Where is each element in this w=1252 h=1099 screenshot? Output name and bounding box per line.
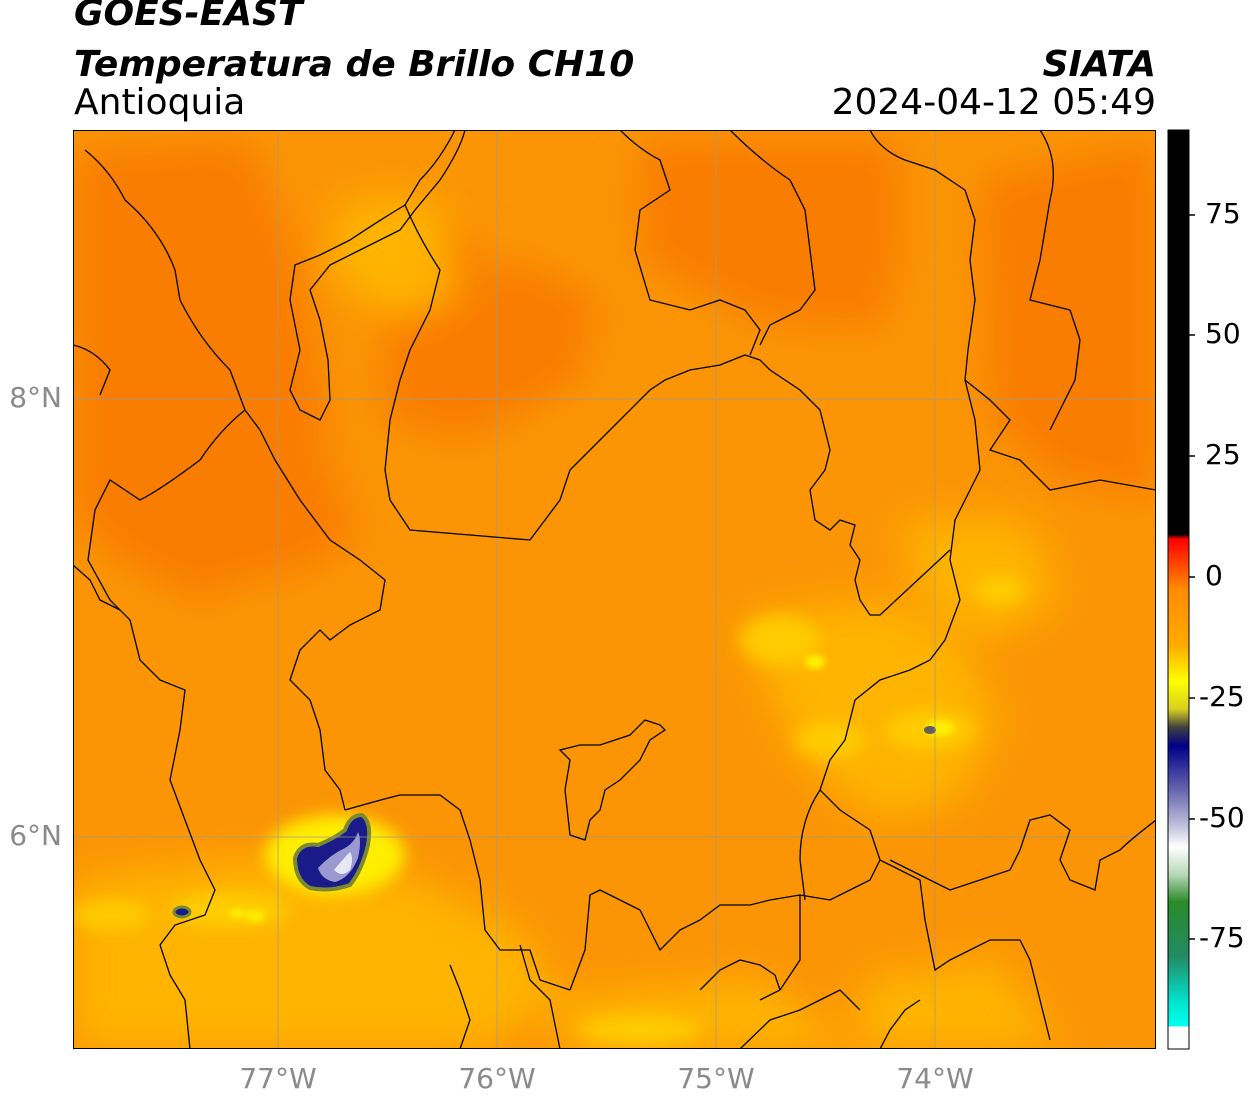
lon-label-74w: 74°W (896, 1062, 974, 1095)
colorbar-tick-75: 75 (1205, 197, 1241, 230)
datetime-label: 2024-04-12 05:49 (831, 82, 1156, 123)
satellite-field (73, 130, 1156, 1049)
graticule (73, 130, 1156, 1049)
colorbar-tick-minus25: -25 (1199, 680, 1245, 713)
lat-label-8n: 8°N (9, 381, 62, 414)
lat-label-6n: 6°N (9, 819, 62, 852)
lon-label-75w: 75°W (677, 1062, 755, 1095)
cold-cloud-core (172, 726, 936, 919)
lon-label-77w: 77°W (239, 1062, 317, 1095)
lon-label-76w: 76°W (458, 1062, 536, 1095)
colorbar-tick-minus75: -75 (1199, 921, 1245, 954)
organization-label: SIATA (1042, 44, 1156, 85)
title: GOES-EAST (74, 0, 303, 34)
boundaries (73, 130, 1156, 1049)
subtitle: Temperatura de Brillo CH10 (74, 44, 635, 85)
region-label: Antioquia (74, 82, 246, 123)
colorbar-tick-minus50: -50 (1199, 801, 1245, 834)
colorbar-tick-25: 25 (1205, 438, 1241, 471)
colorbar-tick-0: 0 (1205, 559, 1223, 592)
colorbar-tick-50: 50 (1205, 317, 1241, 350)
colorbar (1167, 129, 1195, 1050)
